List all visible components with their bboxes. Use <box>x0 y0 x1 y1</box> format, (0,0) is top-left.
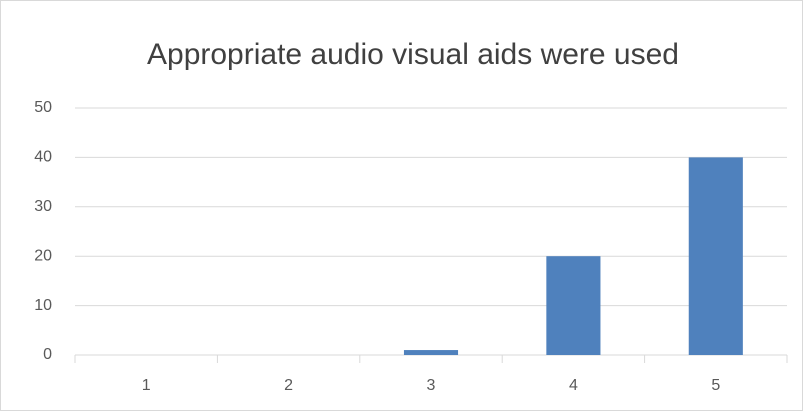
y-tick-label: 10 <box>34 297 52 314</box>
chart-title: Appropriate audio visual aids were used <box>147 38 679 71</box>
x-tick-label: 3 <box>427 377 436 394</box>
bar <box>546 256 601 355</box>
y-tick-label: 50 <box>34 99 52 116</box>
y-tick-label: 30 <box>34 198 52 215</box>
x-tick-label: 4 <box>569 377 578 394</box>
x-tick-label: 1 <box>142 377 151 394</box>
bar <box>688 157 743 355</box>
y-tick-label: 0 <box>43 346 52 363</box>
y-tick-label: 20 <box>34 247 52 264</box>
x-tick-label: 2 <box>284 377 293 394</box>
x-tick-label: 5 <box>711 377 720 394</box>
y-tick-label: 40 <box>34 149 52 166</box>
bar <box>403 350 459 355</box>
